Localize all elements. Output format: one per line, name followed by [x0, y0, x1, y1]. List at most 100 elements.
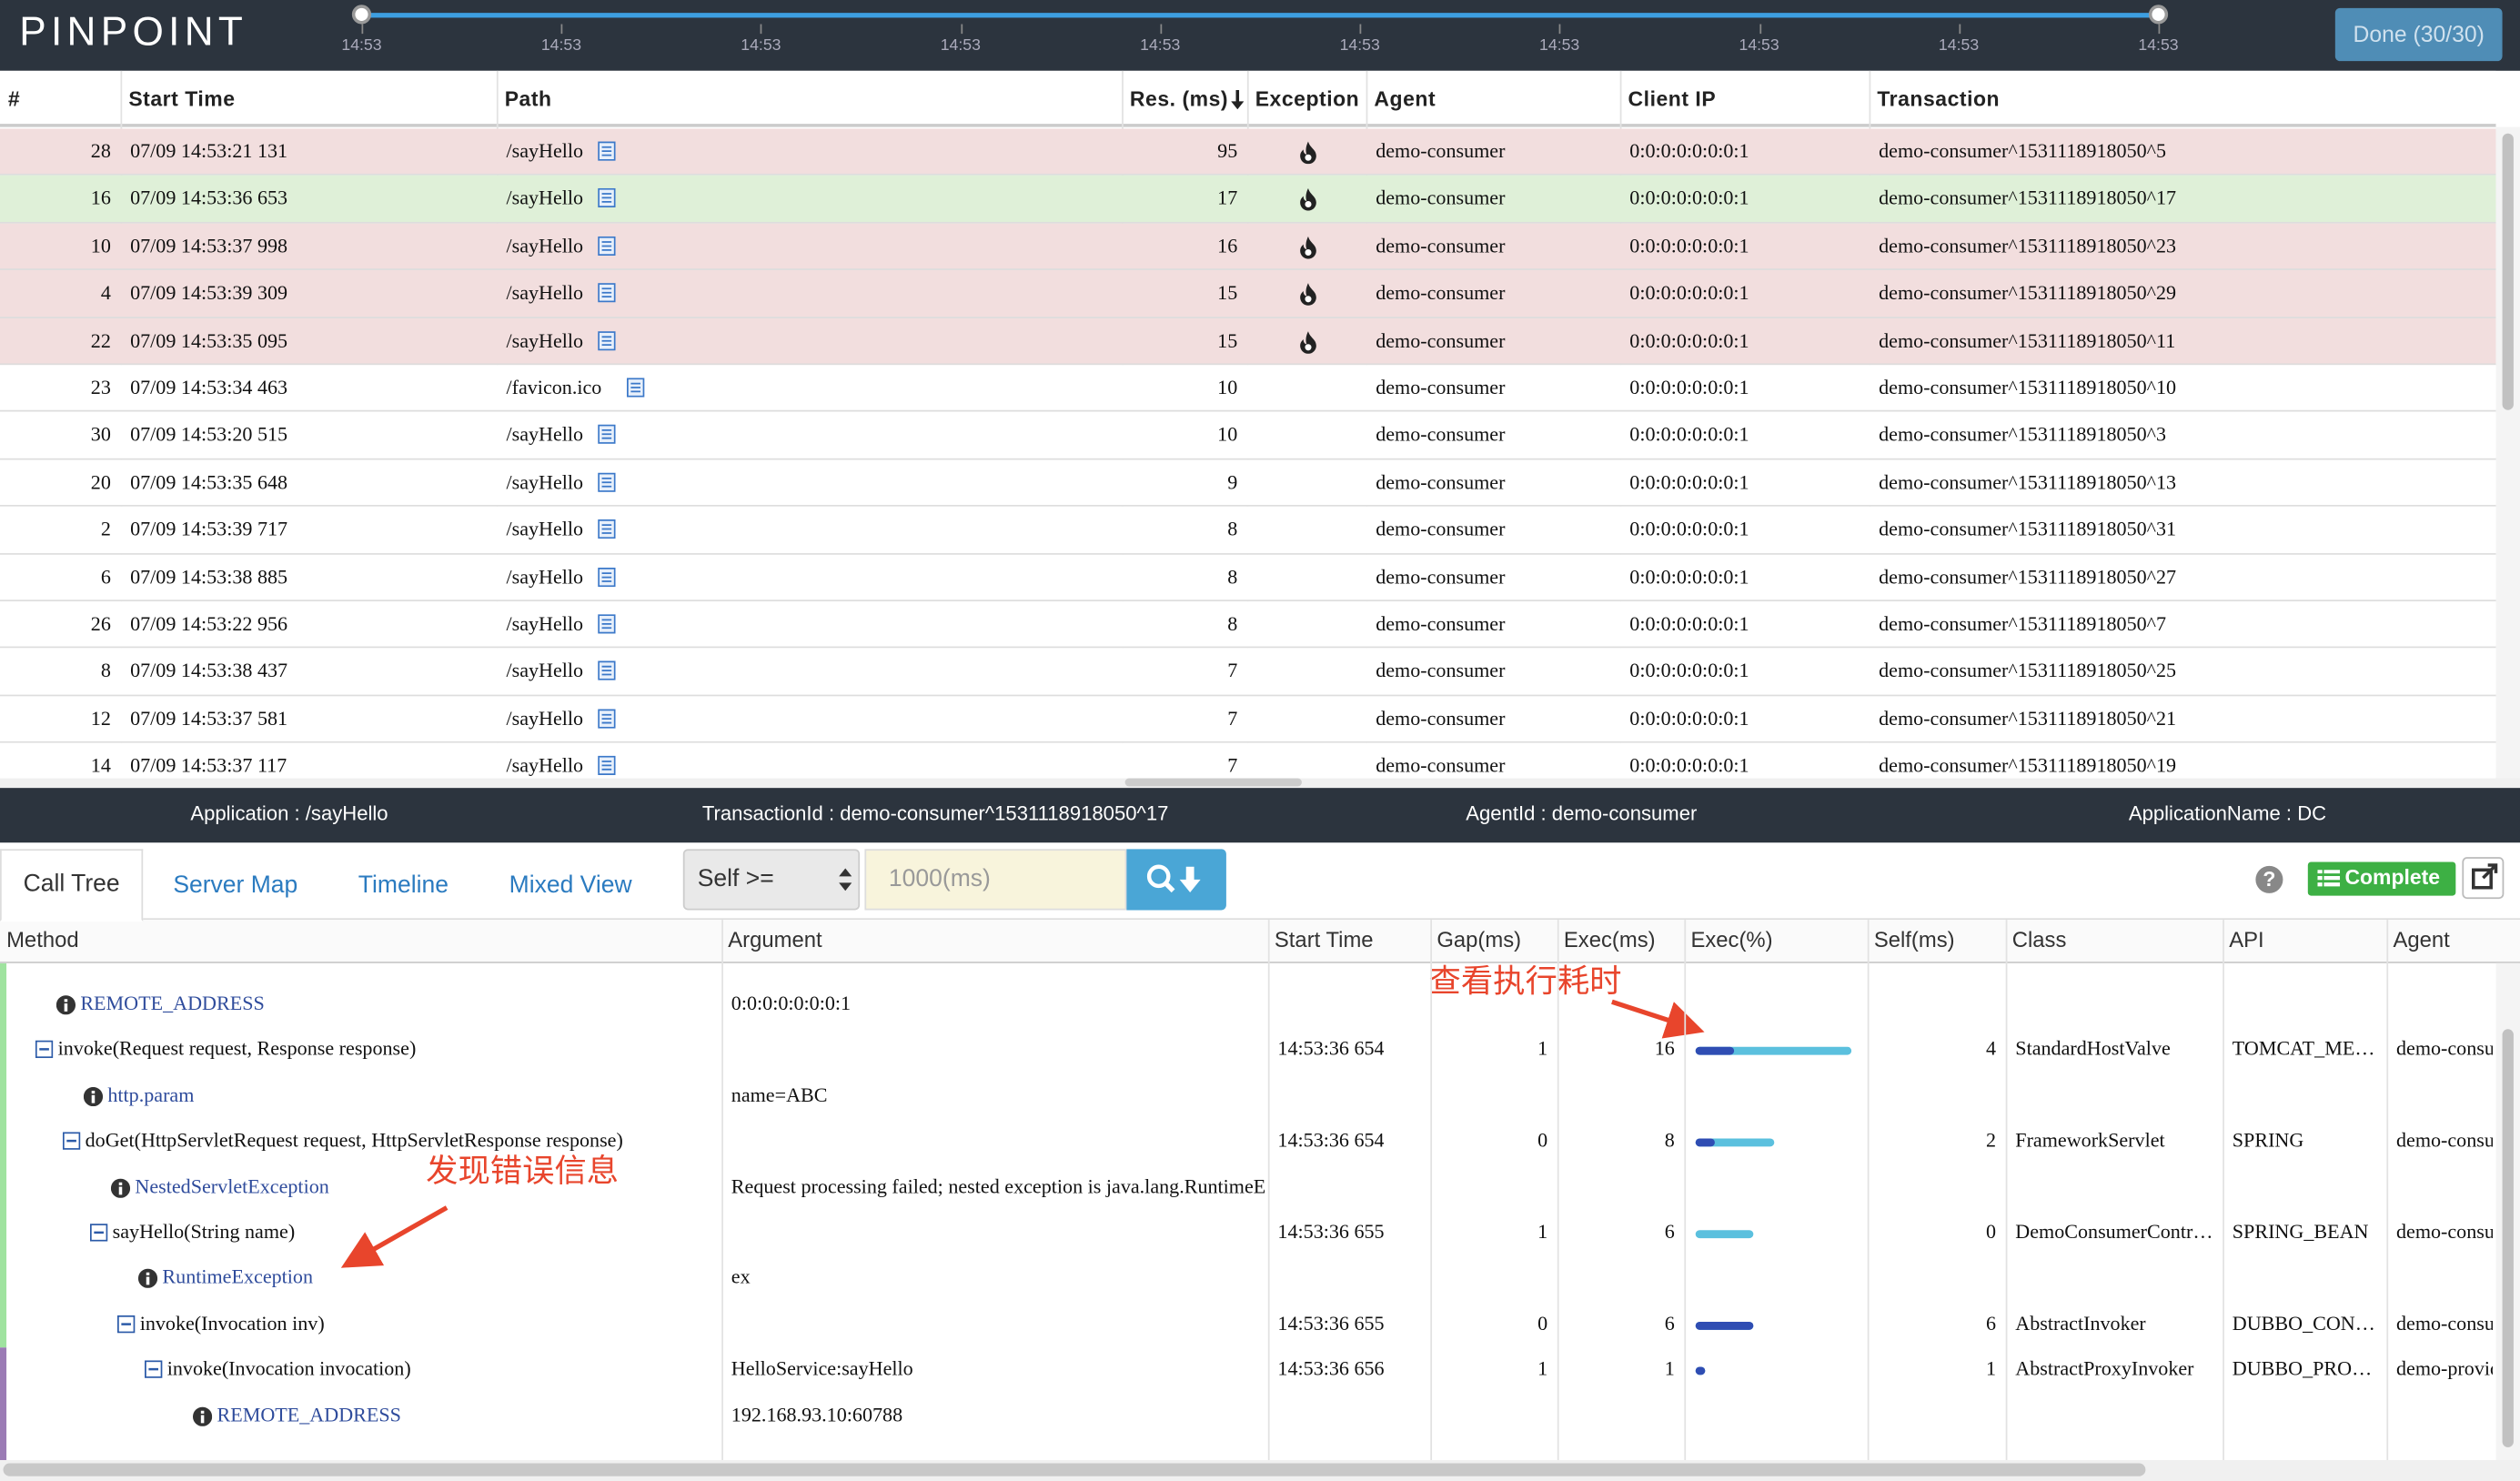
- timeline-label: 14:53: [1539, 36, 1580, 55]
- column-header[interactable]: Class: [2011, 927, 2067, 952]
- tree-row[interactable]: invoke(Invocation invocation) HelloServic…: [0, 1348, 2495, 1394]
- table-row[interactable]: 10 07/09 14:53:37 998/sayHello 16 demo-cons…: [0, 223, 2496, 271]
- column-divider: [2386, 920, 2389, 1461]
- timeline-tick: [960, 24, 963, 35]
- filter-input[interactable]: [864, 849, 1127, 911]
- column-header[interactable]: Path: [504, 86, 552, 111]
- annotation-arrow: [1611, 999, 1705, 1039]
- timeline-label: 14:53: [1938, 36, 1980, 55]
- tree-cell: demo-consumer: [2395, 1037, 2493, 1061]
- collapse-icon: [144, 1360, 163, 1379]
- info-icon: [110, 1177, 131, 1198]
- table-row[interactable]: 2 07/09 14:53:39 717/sayHello 8 demo-consum…: [0, 507, 2496, 555]
- done-button[interactable]: Done (30/30): [2334, 7, 2503, 62]
- column-header[interactable]: Gap(ms): [1436, 927, 1522, 952]
- table-row[interactable]: 8 07/09 14:53:38 437/sayHello 7 demo-consum…: [0, 649, 2496, 697]
- self-bar: [1695, 1366, 1706, 1375]
- detail-icon: [597, 283, 616, 303]
- column-header[interactable]: Exec(%): [1690, 927, 1773, 952]
- range-handle[interactable]: [351, 5, 372, 25]
- tree-row[interactable]: doGet(HttpServletRequest request, HttpSe…: [0, 1120, 2495, 1165]
- exception-icon: [1300, 141, 1316, 165]
- table-row[interactable]: 16 07/09 14:53:36 653/sayHello 17 demo-cons…: [0, 176, 2496, 224]
- search-button[interactable]: [1126, 849, 1226, 911]
- table-row[interactable]: 26 07/09 14:53:22 956/sayHello 8 demo-consu…: [0, 601, 2496, 650]
- column-header[interactable]: Exec(ms): [1563, 927, 1656, 952]
- timeline-range: [361, 13, 2159, 18]
- tab[interactable]: Timeline: [358, 871, 449, 900]
- detail-icon: [597, 567, 616, 587]
- share-button[interactable]: [2462, 857, 2505, 900]
- table-row[interactable]: 20 07/09 14:53:35 648/sayHello 9 demo-consu…: [0, 459, 2496, 508]
- table-row[interactable]: 6 07/09 14:53:38 885/sayHello 8 demo-consum…: [0, 554, 2496, 602]
- logo: PINPOINT: [19, 9, 248, 55]
- transaction-table: # Start Time Path Res. (ms) Exception Agent Cl…: [0, 70, 2496, 779]
- collapse-icon: [116, 1315, 136, 1334]
- table-row[interactable]: 22 07/09 14:53:35 095/sayHello 15 demo-cons…: [0, 317, 2496, 366]
- tree-cell: 0:0:0:0:0:0:0:1: [731, 992, 852, 1015]
- table-row[interactable]: 23 07/09 14:53:34 463/favicon.ico 10 demo-c…: [0, 365, 2496, 413]
- detail-icon: [597, 661, 616, 681]
- tree-row[interactable]: RuntimeException ex: [0, 1256, 2495, 1302]
- tab[interactable]: Call Tree: [0, 849, 144, 922]
- help-icon[interactable]: ?: [2263, 866, 2276, 892]
- table-row[interactable]: 30 07/09 14:53:20 515/sayHello 10 demo-cons…: [0, 412, 2496, 460]
- select-box[interactable]: [682, 849, 861, 911]
- range-handle[interactable]: [2148, 5, 2169, 25]
- detail-icon: [597, 472, 616, 492]
- tree-row[interactable]: invoke(Request request, Response respons…: [0, 1028, 2495, 1073]
- timeline-tick: [1959, 24, 1961, 35]
- exception-icon: [1300, 330, 1316, 354]
- timeline-label: 14:53: [741, 36, 781, 55]
- tree-row[interactable]: sayHello(String name) 14:53:36 655 1 6 0 Demo…: [0, 1211, 2495, 1256]
- column-divider: [1684, 920, 1687, 1461]
- scroll-thumb[interactable]: [2502, 133, 2514, 410]
- table-row[interactable]: 14 07/09 14:53:37 117/sayHello 7 demo-consu…: [0, 742, 2496, 779]
- info-bar: [0, 788, 2520, 843]
- timeline-label: 14:53: [1739, 36, 1779, 55]
- timeline-label: 14:53: [1140, 36, 1181, 55]
- tree-row[interactable]: REMOTE_ADDRESS 0:0:0:0:0:0:0:1: [0, 982, 2495, 1028]
- column-divider: [1430, 920, 1433, 1461]
- detail-icon: [597, 236, 616, 256]
- column-header[interactable]: Argument: [728, 927, 822, 952]
- select-label: Self >=: [697, 864, 774, 893]
- column-header[interactable]: Self(ms): [1873, 927, 1955, 952]
- top-bar: [0, 0, 2520, 71]
- column-header[interactable]: Res. (ms): [1129, 86, 1229, 111]
- table-row[interactable]: 28 07/09 14:53:21 131/sayHello 95 demo-cons…: [0, 128, 2496, 176]
- scroll-thumb[interactable]: [1124, 778, 1302, 787]
- column-header[interactable]: API: [2229, 927, 2264, 952]
- column-header[interactable]: Client IP: [1628, 86, 1717, 111]
- column-header[interactable]: Agent: [2393, 927, 2450, 952]
- agent-strip: [0, 962, 7, 1348]
- tab[interactable]: Mixed View: [509, 871, 632, 900]
- timeline-tick: [560, 24, 563, 35]
- tree-cell: demo-provider: [2395, 1357, 2493, 1380]
- table-row[interactable]: 12 07/09 14:53:37 581/sayHello 7 demo-consu…: [0, 696, 2496, 743]
- input-placeholder: 1000(ms): [888, 864, 991, 893]
- exec-bar: [1695, 1138, 1774, 1147]
- column-header[interactable]: Method: [6, 927, 79, 952]
- column-header[interactable]: Start Time: [1274, 927, 1374, 952]
- info-icon: [55, 995, 76, 1015]
- column-header[interactable]: #: [7, 86, 21, 111]
- tree-row[interactable]: invoke(Invocation inv) 14:53:36 655 0 6 6 Abs…: [0, 1302, 2495, 1347]
- tab[interactable]: Server Map: [173, 871, 298, 900]
- tree-cell: HelloService:sayHello: [731, 1357, 913, 1380]
- detail-icon: [597, 141, 616, 161]
- column-header[interactable]: Exception: [1255, 86, 1360, 111]
- tree-row[interactable]: REMOTE_ADDRESS 192.168.93.10:60788: [0, 1394, 2495, 1439]
- column-header[interactable]: Agent: [1374, 86, 1436, 111]
- scroll-thumb[interactable]: [3, 1463, 2146, 1476]
- table-row[interactable]: 4 07/09 14:53:39 309/sayHello 15 demo-consu…: [0, 270, 2496, 318]
- tree-row[interactable]: NestedServletException Request processing…: [0, 1165, 2495, 1211]
- column-header[interactable]: Transaction: [1877, 86, 2001, 111]
- tree-row[interactable]: http.param name=ABC: [0, 1073, 2495, 1119]
- timeline-tick: [1759, 24, 1761, 35]
- info-icon: [137, 1269, 158, 1289]
- column-header[interactable]: Start Time: [128, 86, 236, 111]
- scroll-thumb[interactable]: [2502, 1029, 2514, 1447]
- info-icon: [192, 1405, 213, 1426]
